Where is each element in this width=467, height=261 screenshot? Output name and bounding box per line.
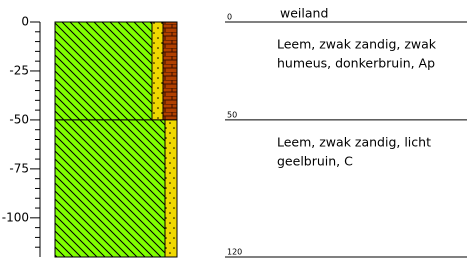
y-tick-label: -50: [9, 112, 29, 126]
soil-profile: weiland 0 -25 -50 -75 -100 Leem, zwak zandig,…: [0, 0, 467, 261]
layer-description: geelbruin, C: [277, 153, 353, 168]
boundary-label: 0: [227, 13, 232, 22]
y-tick-label: -100: [2, 210, 29, 224]
layer-sand: [165, 120, 177, 257]
y-tick-label: -75: [9, 161, 29, 175]
y-tick-label: -25: [9, 63, 29, 77]
layer-description: humeus, donkerbruin, Ap: [277, 56, 435, 71]
layer-hatch: [55, 22, 152, 120]
boundary-label: 120: [227, 248, 242, 257]
boundary-label: 50: [227, 110, 237, 119]
layer-hatch: [55, 120, 165, 257]
layer-description: Leem, zwak zandig, licht: [277, 134, 431, 149]
layer-description: Leem, zwak zandig, zwak: [277, 37, 437, 52]
layer-sand: [152, 22, 163, 120]
layer-brick: [163, 22, 177, 120]
y-tick-label: 0: [21, 15, 29, 29]
title: weiland: [280, 6, 328, 21]
